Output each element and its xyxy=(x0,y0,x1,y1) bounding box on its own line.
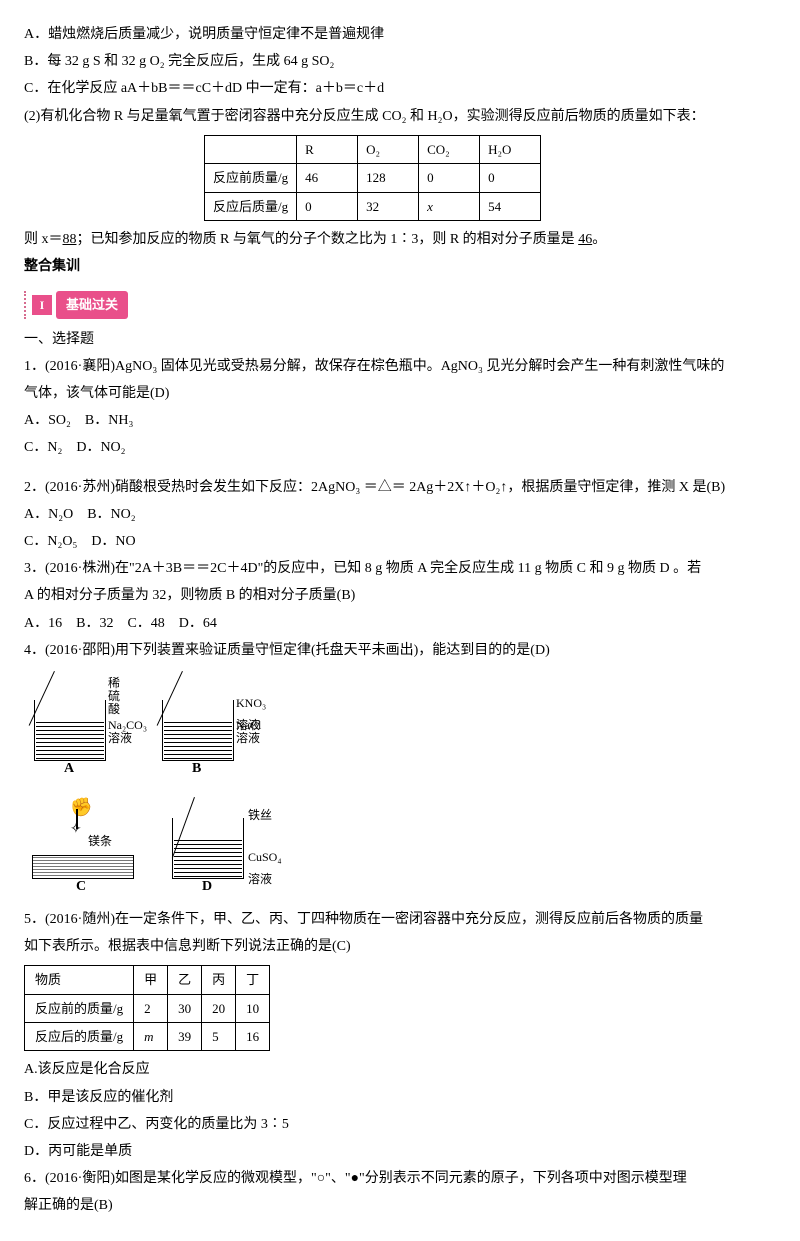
conc-mid: ；已知参加反应的物质 R 与氧气的分子个数之比为 1∶3，则 R 的相对分子质量… xyxy=(77,232,579,247)
conc-mw: 46 xyxy=(578,232,592,247)
q5-stem2: 如下表所示。根据表中信息判断下列说法正确的是(C) xyxy=(24,934,776,959)
q6-stem1: 6．(2016·衡阳)如图是某化学反应的微观模型，"○"、"●"分别表示不同元素… xyxy=(24,1166,776,1191)
t2-r1c1: 2 xyxy=(134,994,168,1022)
t1-h3: CO₂ xyxy=(419,135,480,163)
t1-h2: O₂ xyxy=(358,135,419,163)
q6-stem2: 解正确的是(B) xyxy=(24,1193,776,1218)
q1-opts-ab: A．SO₂ B．NH₃ xyxy=(24,408,776,433)
t2-r2c1: m xyxy=(134,1023,168,1051)
t1-r1c3: 0 xyxy=(419,164,480,192)
q5-opt-a: A.该反应是化合反应 xyxy=(24,1057,776,1082)
t2-h2: 乙 xyxy=(168,966,202,994)
dia-a-cap: A xyxy=(64,756,74,781)
badge-icon: I xyxy=(32,295,52,315)
t2-h0: 物质 xyxy=(25,966,134,994)
dia-b-sol: NaCl 溶液 xyxy=(236,719,261,745)
t1-r1c4: 0 xyxy=(480,164,541,192)
q2-opts-ab: A．N₂O B．NO₂ xyxy=(24,502,776,527)
conc-x: 88 xyxy=(63,232,77,247)
t1-r1c0: 反应前质量/g xyxy=(205,164,297,192)
q1-stem2: 气体，该气体可能是(D) xyxy=(24,381,776,406)
q5-opt-c: C．反应过程中乙、丙变化的质量比为 3∶5 xyxy=(24,1112,776,1137)
t1-r2c0: 反应后质量/g xyxy=(205,192,297,220)
diagram-a: 稀硫酸 Na₂CO₃ 溶液 A xyxy=(24,671,134,781)
t1-r1c2: 128 xyxy=(358,164,419,192)
t1-h4: H₂O xyxy=(480,135,541,163)
t2-r2c0: 反应后的质量/g xyxy=(25,1023,134,1051)
q5-stem1: 5．(2016·随州)在一定条件下，甲、乙、丙、丁四种物质在一密闭容器中充分反应… xyxy=(24,907,776,932)
pill-label: 基础过关 xyxy=(56,291,128,318)
t1-r2c1: 0 xyxy=(297,192,358,220)
t1-r2c2: 32 xyxy=(358,192,419,220)
section-badge-row: I 基础过关 xyxy=(24,291,776,318)
opt-a: A．蜡烛燃烧后质量减少，说明质量守恒定律不是普遍规律 xyxy=(24,22,776,47)
conc-end: 。 xyxy=(592,232,606,247)
t1-r2c3: x xyxy=(419,192,480,220)
dia-b-cap: B xyxy=(192,756,201,781)
t2-r2c3: 5 xyxy=(202,1023,236,1051)
dia-c-cap: C xyxy=(76,874,86,899)
q2-opts-cd: C．N₂O₅ D．NO xyxy=(24,529,776,554)
q4-stem: 4．(2016·邵阳)用下列装置来验证质量守恒定律(托盘天平未画出)，能达到目的… xyxy=(24,638,776,663)
q3-stem2: A 的相对分子质量为 32，则物质 B 的相对分子质量(B) xyxy=(24,583,776,608)
heading-1: 一、选择题 xyxy=(24,327,776,352)
q2-stem: (2)有机化合物 R 与足量氧气置于密闭容器中充分反应生成 CO₂ 和 H₂O，… xyxy=(24,104,776,129)
dia-c-rod: 镁条 xyxy=(88,831,112,853)
t2-r2c2: 39 xyxy=(168,1023,202,1051)
q1-stem1: 1．(2016·襄阳)AgNO₃ 固体见光或受热易分解，故保存在棕色瓶中。AgN… xyxy=(24,354,776,379)
q5-opt-d: D．丙可能是单质 xyxy=(24,1139,776,1164)
t2-r1c0: 反应前的质量/g xyxy=(25,994,134,1022)
dia-d-wire: 铁丝 xyxy=(248,805,272,827)
opt-b: B．每 32 g S 和 32 g O₂ 完全反应后，生成 64 g SO₂ xyxy=(24,49,776,74)
dia-a-sol: Na₂CO₃ 溶液 xyxy=(108,719,147,745)
dia-a-l1: 稀硫酸 xyxy=(108,677,120,717)
t2-r2c4: 16 xyxy=(236,1023,270,1051)
diagram-b: KNO₃溶液 NaCl 溶液 B xyxy=(152,671,262,781)
conc-pre: 则 x＝ xyxy=(24,232,63,247)
opt-c: C．在化学反应 aA＋bB＝＝cC＋dD 中一定有：a＋b＝c＋d xyxy=(24,76,776,101)
diagram-d: 铁丝 CuSO₄溶液 D xyxy=(162,789,292,899)
t2-r1c3: 20 xyxy=(202,994,236,1022)
table-2: 物质 甲 乙 丙 丁 反应前的质量/g 2 30 20 10 反应后的质量/g … xyxy=(24,965,270,1051)
conclusion: 则 x＝88；已知参加反应的物质 R 与氧气的分子个数之比为 1∶3，则 R 的… xyxy=(24,227,776,252)
q3-stem1: 3．(2016·株洲)在"2A＋3B＝＝2C＋4D"的反应中，已知 8 g 物质… xyxy=(24,556,776,581)
t2-h4: 丁 xyxy=(236,966,270,994)
dia-d-cap: D xyxy=(202,874,212,899)
t1-r2c4: 54 xyxy=(480,192,541,220)
diagram-c: ✊ ✧ 镁条 C xyxy=(24,789,144,899)
t1-h1: R xyxy=(297,135,358,163)
dia-d-sol: CuSO₄溶液 xyxy=(248,847,292,890)
t1-h0 xyxy=(205,135,297,163)
flame-icon: ✧ xyxy=(70,817,82,842)
t2-h3: 丙 xyxy=(202,966,236,994)
t1-r1c1: 46 xyxy=(297,164,358,192)
diagram-row-1: 稀硫酸 Na₂CO₃ 溶液 A KNO₃溶液 NaCl 溶液 B xyxy=(24,671,776,781)
diagram-row-2: ✊ ✧ 镁条 C 铁丝 CuSO₄溶液 D xyxy=(24,789,776,899)
q1-opts-cd: C．N₂ D．NO₂ xyxy=(24,435,776,460)
table-1: R O₂ CO₂ H₂O 反应前质量/g 46 128 0 0 反应后质量/g … xyxy=(204,135,541,221)
q5-opt-b: B．甲是该反应的催化剂 xyxy=(24,1085,776,1110)
q2-stem: 2．(2016·苏州)硝酸根受热时会发生如下反应：2AgNO₃ ＝△＝ 2Ag＋… xyxy=(24,475,776,500)
t2-r1c2: 30 xyxy=(168,994,202,1022)
t2-h1: 甲 xyxy=(134,966,168,994)
t2-r1c4: 10 xyxy=(236,994,270,1022)
q3-opts: A．16 B．32 C．48 D．64 xyxy=(24,611,776,636)
section-title: 整合集训 xyxy=(24,254,776,279)
